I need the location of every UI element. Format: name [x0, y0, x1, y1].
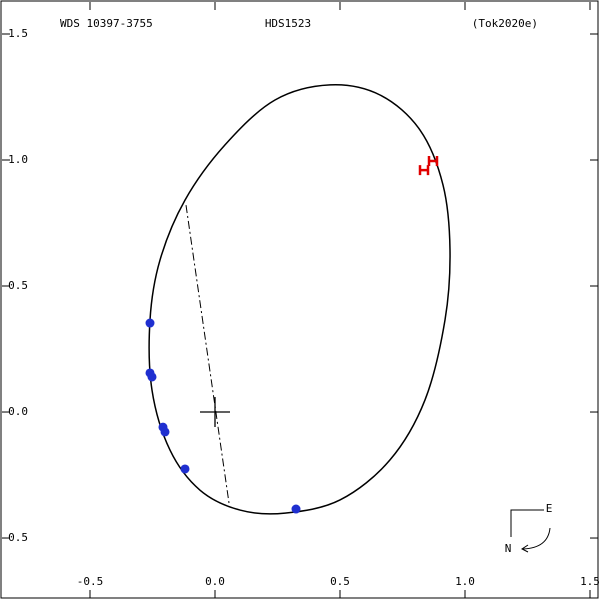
y-tick-label: 1.0	[8, 153, 28, 166]
compass-arrowhead	[521, 544, 529, 553]
compass-lines	[510, 509, 544, 537]
observation	[180, 464, 190, 474]
speckle-marker	[418, 165, 430, 176]
speckle-marker	[427, 156, 439, 167]
y-tick-label: -0.5	[2, 531, 29, 544]
compass-north: N	[505, 542, 512, 555]
compass-east: E	[546, 502, 553, 515]
left-label: WDS 10397-3755	[60, 17, 153, 30]
x-tick-label: 1.5	[580, 575, 600, 588]
observation	[160, 427, 170, 437]
compass	[510, 509, 551, 553]
chart-title: HDS1523	[265, 17, 311, 30]
right-label: (Tok2020e)	[472, 17, 538, 30]
observation	[147, 372, 157, 382]
x-tick-label: 1.0	[455, 575, 475, 588]
orbit	[148, 84, 451, 515]
y-tick-label: 1.5	[8, 27, 28, 40]
observation	[291, 504, 301, 514]
x-tick-label: 0.0	[205, 575, 225, 588]
compass-arrow	[522, 527, 551, 550]
primary-star	[200, 397, 230, 428]
y-tick-label: 0.5	[8, 279, 28, 292]
x-tick-label: -0.5	[77, 575, 104, 588]
x-tick-label: 0.5	[330, 575, 350, 588]
line-of-nodes	[185, 205, 230, 504]
observation	[145, 318, 155, 328]
y-tick-label: 0.0	[8, 405, 28, 418]
